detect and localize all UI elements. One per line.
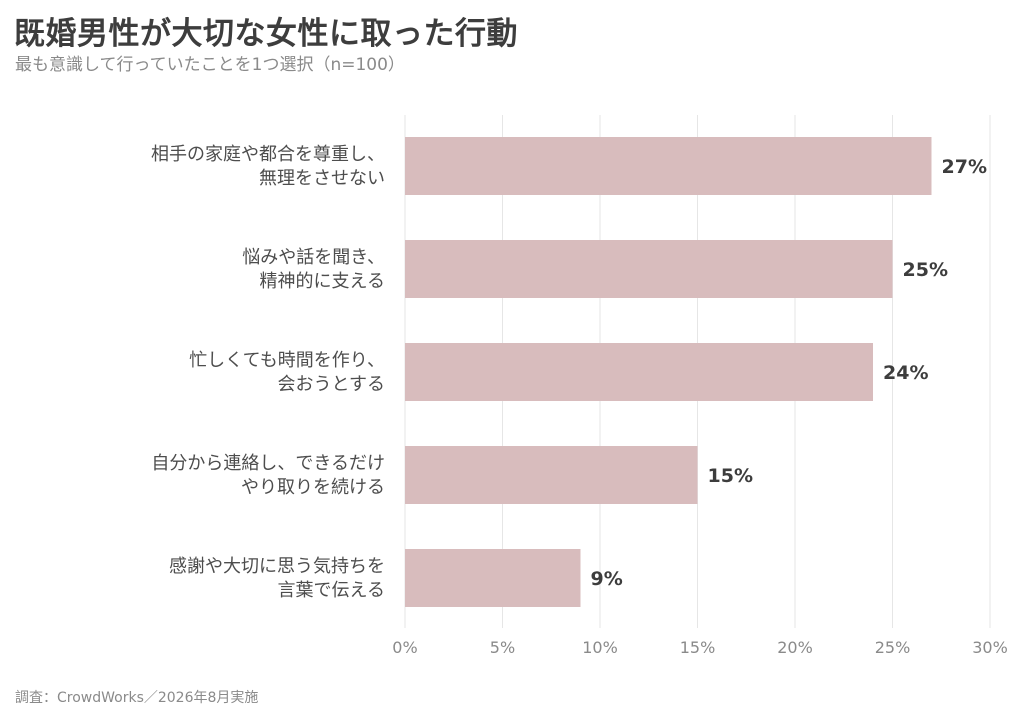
category-label: 自分から連絡し、できるだけ (151, 453, 385, 474)
category-labels: 相手の家庭や都合を尊重し、無理をさせない悩みや話を聞き、精神的に支える忙しくても… (151, 144, 385, 601)
bar (405, 446, 698, 504)
value-labels: 27% 25% 24% 15% 9% (591, 156, 987, 590)
x-axis-tick-labels: 0% 5% 10% 15% 20% 25% 30% (392, 638, 1007, 657)
category-label: やり取りを続ける (241, 477, 385, 498)
value-label: 27% (942, 156, 987, 178)
chart-subtitle: 最も意識して行っていたことを1つ選択（n=100） (15, 55, 405, 75)
value-label: 15% (708, 465, 753, 487)
x-tick-label: 25% (875, 638, 911, 657)
category-label: 悩みや話を聞き、 (242, 247, 385, 268)
value-label: 24% (883, 362, 928, 384)
category-label: 言葉で伝える (278, 580, 385, 601)
bar (405, 240, 893, 298)
category-label: 忙しくても時間を作り、 (189, 350, 385, 371)
category-label: 無理をさせない (259, 168, 385, 189)
source-note: 調査：CrowdWorks／2026年8月実施 (15, 690, 259, 706)
bars (405, 137, 932, 607)
x-tick-label: 0% (392, 638, 417, 657)
chart-title: 既婚男性が大切な女性に取った行動 (14, 16, 518, 52)
x-tick-label: 30% (972, 638, 1008, 657)
bar (405, 137, 932, 195)
category-label: 感謝や大切に思う気持ちを (169, 556, 385, 577)
x-tick-label: 10% (582, 638, 618, 657)
category-label: 相手の家庭や都合を尊重し、 (151, 144, 385, 165)
category-label: 会おうとする (278, 374, 385, 395)
bar (405, 343, 873, 401)
category-label: 精神的に支える (260, 271, 385, 292)
value-label: 25% (903, 259, 948, 281)
x-tick-label: 20% (777, 638, 813, 657)
x-tick-label: 15% (680, 638, 716, 657)
bar (405, 549, 581, 607)
value-label: 9% (591, 568, 623, 590)
x-tick-label: 5% (490, 638, 515, 657)
